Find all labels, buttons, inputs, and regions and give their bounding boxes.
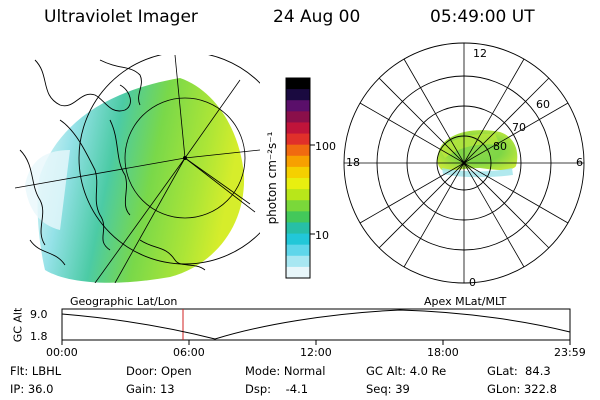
apex-image-label: Apex MLat/MLT xyxy=(424,295,507,308)
mlt-label-12: 12 xyxy=(473,47,487,60)
colorbar-border xyxy=(285,77,311,279)
seq-value: Seq: 39 xyxy=(366,382,410,396)
mode-value: Mode: Normal xyxy=(245,364,326,378)
ip-value: IP: 36.0 xyxy=(10,382,54,396)
altplot-xtick-2359: 23:59 xyxy=(554,346,586,359)
glat-value: GLat: 84.3 xyxy=(487,364,551,378)
altplot-ylabel: GC Alt xyxy=(11,307,25,343)
mlt-label-0: 0 xyxy=(469,276,476,289)
altitude-curve xyxy=(61,309,571,340)
colorbar-tick-100: 100 xyxy=(315,140,336,153)
colorbar xyxy=(285,77,315,279)
geo-coastlines xyxy=(19,59,206,271)
altplot-ytick-1.8: 1.8 xyxy=(30,330,48,343)
colorbar-segment xyxy=(286,189,310,201)
altplot-xtick-1200: 12:00 xyxy=(300,346,332,359)
mlt-label-6: 6 xyxy=(576,156,583,169)
door-value: Door: Open xyxy=(126,364,192,378)
lat-label-60: 60 xyxy=(536,98,550,111)
geo-image-label: Geographic Lat/Lon xyxy=(70,295,178,308)
colorbar-segment xyxy=(286,222,310,235)
mlt-label-18: 18 xyxy=(346,156,360,169)
gc-alt-value: GC Alt: 4.0 Re xyxy=(366,364,447,378)
gain-value: Gain: 13 xyxy=(126,382,175,396)
colorbar-segment xyxy=(286,178,310,190)
glon-value: GLon: 322.8 xyxy=(487,382,557,396)
colorbar-segment xyxy=(286,211,310,224)
geo-aurora-swath xyxy=(37,78,245,283)
colorbar-tick-10: 10 xyxy=(315,229,329,242)
lat-label-70: 70 xyxy=(512,121,526,134)
altplot-ytick-9: 9.0 xyxy=(30,308,48,321)
colorbar-segment xyxy=(286,111,310,124)
colorbar-segment xyxy=(286,266,310,279)
colorbar-segment xyxy=(286,200,310,212)
lat-label-80: 80 xyxy=(493,140,507,153)
colorbar-segment xyxy=(286,155,310,168)
colorbar-segment xyxy=(286,233,310,246)
dsp-value: Dsp: -4.1 xyxy=(245,382,309,396)
altplot-xtick-1800: 18:00 xyxy=(427,346,459,359)
colorbar-segment xyxy=(286,122,310,135)
polar-grid-spokes xyxy=(344,43,584,283)
colorbar-segment xyxy=(286,166,310,179)
colorbar-segment xyxy=(286,89,310,101)
date-label: 24 Aug 00 xyxy=(273,7,361,27)
instrument-title: Ultraviolet Imager xyxy=(44,7,198,27)
colorbar-segment xyxy=(286,78,310,90)
altplot-xtick-0600: 06:00 xyxy=(173,346,205,359)
colorbar-segment xyxy=(286,133,310,146)
colorbar-segment xyxy=(286,244,310,257)
geo-grid xyxy=(15,55,260,283)
filter-value: Flt: LBHL xyxy=(10,364,62,378)
time-label: 05:49:00 UT xyxy=(430,7,535,27)
colorbar-segment xyxy=(286,255,310,268)
colorbar-segment xyxy=(286,144,310,157)
colorbar-segment xyxy=(286,100,310,112)
altplot-xtick-0000: 00:00 xyxy=(46,346,78,359)
